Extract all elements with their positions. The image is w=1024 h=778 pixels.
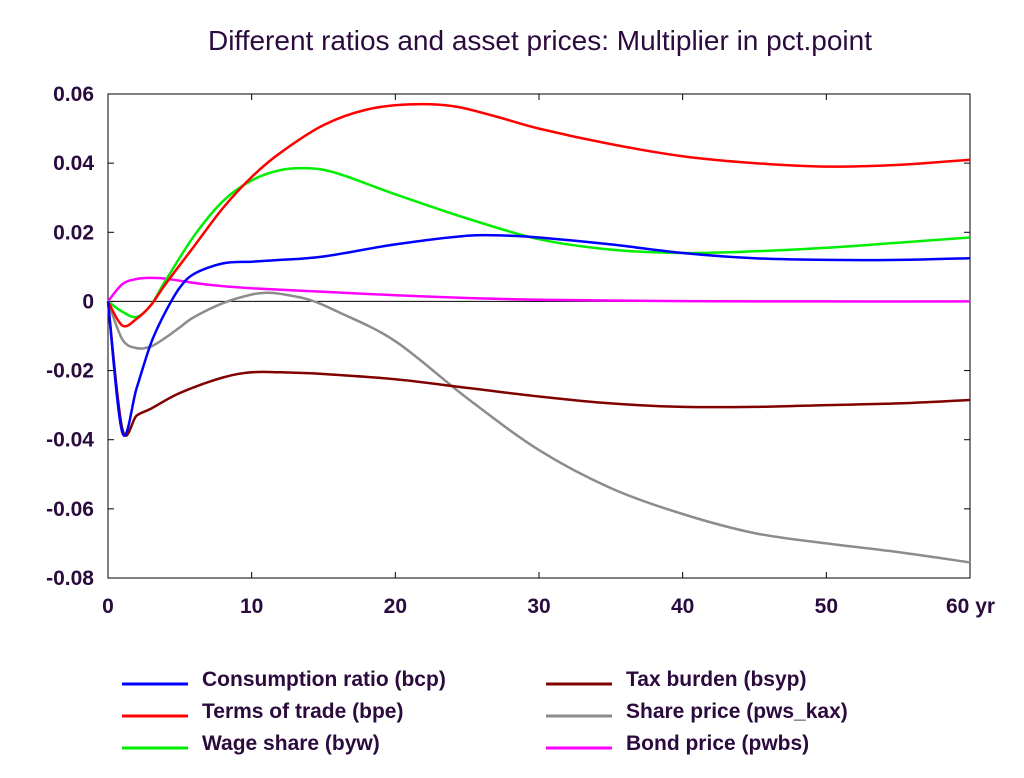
legend-label: Wage share (byw) <box>202 732 380 755</box>
series-line-4 <box>106 291 971 564</box>
series-line-5 <box>107 276 971 303</box>
y-tick-label: -0.02 <box>46 360 94 383</box>
chart-title: Different ratios and asset prices: Multi… <box>208 25 872 56</box>
y-tick-label: 0.02 <box>53 221 94 244</box>
legend-label: Tax burden (bsyp) <box>626 668 806 691</box>
legend: Consumption ratio (bcp) Terms of trade (b… <box>122 668 848 755</box>
legend-label: Share price (pws_kax) <box>626 700 848 723</box>
x-tick-label: 40 <box>671 595 694 618</box>
legend-label: Bond price (pwbs) <box>626 732 809 755</box>
x-tick-label: 50 <box>815 595 838 618</box>
x-tick-label: 20 <box>384 595 407 618</box>
y-tick-label: -0.04 <box>46 429 94 452</box>
series-layer <box>106 102 971 564</box>
series-line-3 <box>106 301 971 437</box>
legend-label: Terms of trade (bpe) <box>202 700 403 723</box>
legend-label: Consumption ratio (bcp) <box>202 668 446 691</box>
series-line-1 <box>106 102 971 328</box>
y-tick-label: -0.08 <box>46 567 94 590</box>
series-line-0 <box>106 233 971 437</box>
y-tick-label: -0.06 <box>46 498 94 521</box>
x-axis: 0 10 20 30 40 50 60 yr <box>102 94 995 618</box>
x-tick-label: 0 <box>102 595 114 618</box>
y-axis: 0.06 0.04 0.02 0 -0.02 -0.04 -0.06 -0.08 <box>46 83 970 590</box>
y-tick-label: 0 <box>82 290 94 313</box>
x-tick-label: 30 <box>527 595 550 618</box>
y-tick-label: 0.04 <box>53 152 94 175</box>
y-tick-label: 0.06 <box>53 83 94 106</box>
x-tick-label: 10 <box>240 595 263 618</box>
x-tick-label: 60 yr <box>946 595 995 618</box>
